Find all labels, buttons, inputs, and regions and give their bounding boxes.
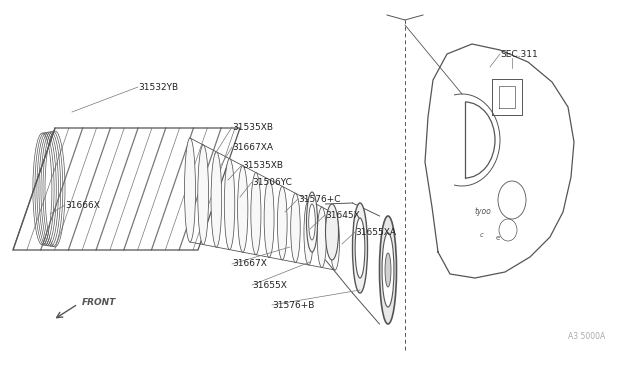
Text: 31655XA: 31655XA	[355, 228, 396, 237]
Text: 31576+B: 31576+B	[272, 301, 314, 310]
Ellipse shape	[291, 193, 300, 262]
Text: 31535XB: 31535XB	[232, 122, 273, 131]
Text: 31506YC: 31506YC	[252, 177, 292, 186]
Ellipse shape	[251, 173, 261, 255]
Ellipse shape	[385, 253, 391, 287]
Ellipse shape	[330, 214, 339, 270]
Text: 31667XA: 31667XA	[232, 142, 273, 151]
Text: A3 5000A: A3 5000A	[568, 332, 605, 341]
Ellipse shape	[355, 218, 365, 278]
Ellipse shape	[382, 233, 394, 307]
Text: FRONT: FRONT	[82, 298, 116, 307]
Ellipse shape	[264, 179, 274, 257]
Text: tyoo: tyoo	[475, 207, 492, 216]
Text: c: c	[480, 232, 484, 238]
Ellipse shape	[353, 203, 367, 293]
Text: 31532YB: 31532YB	[138, 83, 178, 92]
Ellipse shape	[198, 145, 209, 244]
Ellipse shape	[380, 216, 397, 324]
Text: 31576+C: 31576+C	[298, 195, 340, 203]
Ellipse shape	[211, 152, 221, 247]
Ellipse shape	[277, 186, 287, 260]
Text: e: e	[496, 235, 500, 241]
Text: SEC.311: SEC.311	[500, 49, 538, 58]
Text: 31535XB: 31535XB	[242, 160, 283, 170]
Text: 31666X: 31666X	[65, 201, 100, 209]
Text: 31667X: 31667X	[232, 260, 267, 269]
Text: 31645X: 31645X	[325, 211, 360, 219]
Ellipse shape	[304, 200, 314, 265]
Ellipse shape	[326, 204, 339, 260]
Ellipse shape	[308, 204, 316, 240]
Ellipse shape	[307, 192, 317, 252]
Text: 31655X: 31655X	[252, 280, 287, 289]
Ellipse shape	[317, 207, 326, 267]
Ellipse shape	[237, 166, 248, 252]
Ellipse shape	[224, 159, 235, 250]
Ellipse shape	[184, 138, 195, 242]
